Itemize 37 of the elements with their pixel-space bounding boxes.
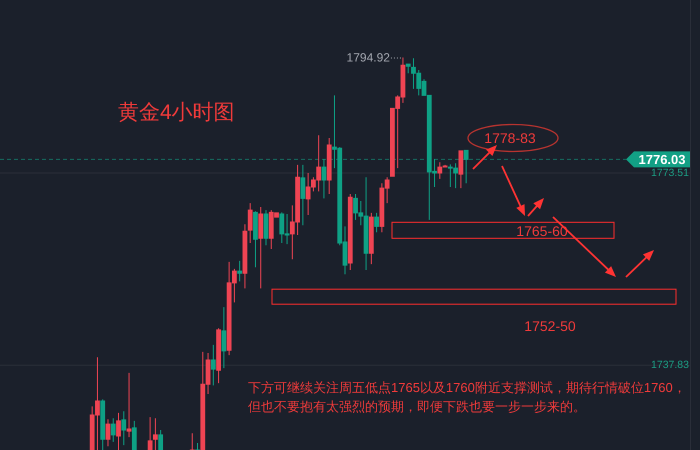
candlestick: [368, 212, 374, 265]
candlestick: [148, 416, 153, 450]
ref-line-label: 1776.03: [638, 152, 686, 167]
candlestick: [264, 210, 268, 246]
candlestick: [406, 64, 411, 74]
candlestick: [258, 206, 264, 289]
candlestick: [242, 224, 248, 289]
candlestick: [221, 306, 226, 369]
candlestick: [106, 418, 110, 447]
candlestick: [300, 164, 306, 226]
annotation: 1752-50: [524, 318, 576, 334]
candlestick: [322, 158, 326, 199]
text: 黄金4小时图: [118, 101, 235, 124]
annotation: 1794.92: [346, 50, 390, 65]
candlestick: [152, 418, 158, 450]
candlestick: [216, 328, 221, 384]
candlestick: [253, 210, 258, 268]
candlestick: [121, 410, 126, 446]
candlestick: [110, 418, 116, 442]
annotation: 1778-83: [484, 130, 536, 146]
candlestick: [458, 150, 464, 189]
candlestick: [326, 137, 332, 195]
candlestick: [237, 260, 242, 282]
candlestick: [374, 212, 379, 233]
candlestick: [132, 420, 137, 450]
candlestick: [158, 430, 164, 450]
candlestick: [348, 194, 353, 270]
y-tick-label: 1773.51: [651, 166, 690, 179]
candlestick: [116, 412, 121, 450]
candlestick: [126, 372, 132, 438]
y-tick-label: 1737.83: [651, 359, 690, 372]
candlestick: [248, 202, 253, 244]
candlestick: [100, 398, 106, 450]
annotation: 1765-60: [516, 223, 568, 239]
annotation: 下方可继续关注周五低点1765以及1760附近支撑测试，期待行情破位1760，但也不要抱有太强烈的预期，即便下跌也要一步一步来的。: [248, 380, 686, 414]
candlestick: [210, 344, 216, 386]
candlestick: [464, 150, 469, 184]
